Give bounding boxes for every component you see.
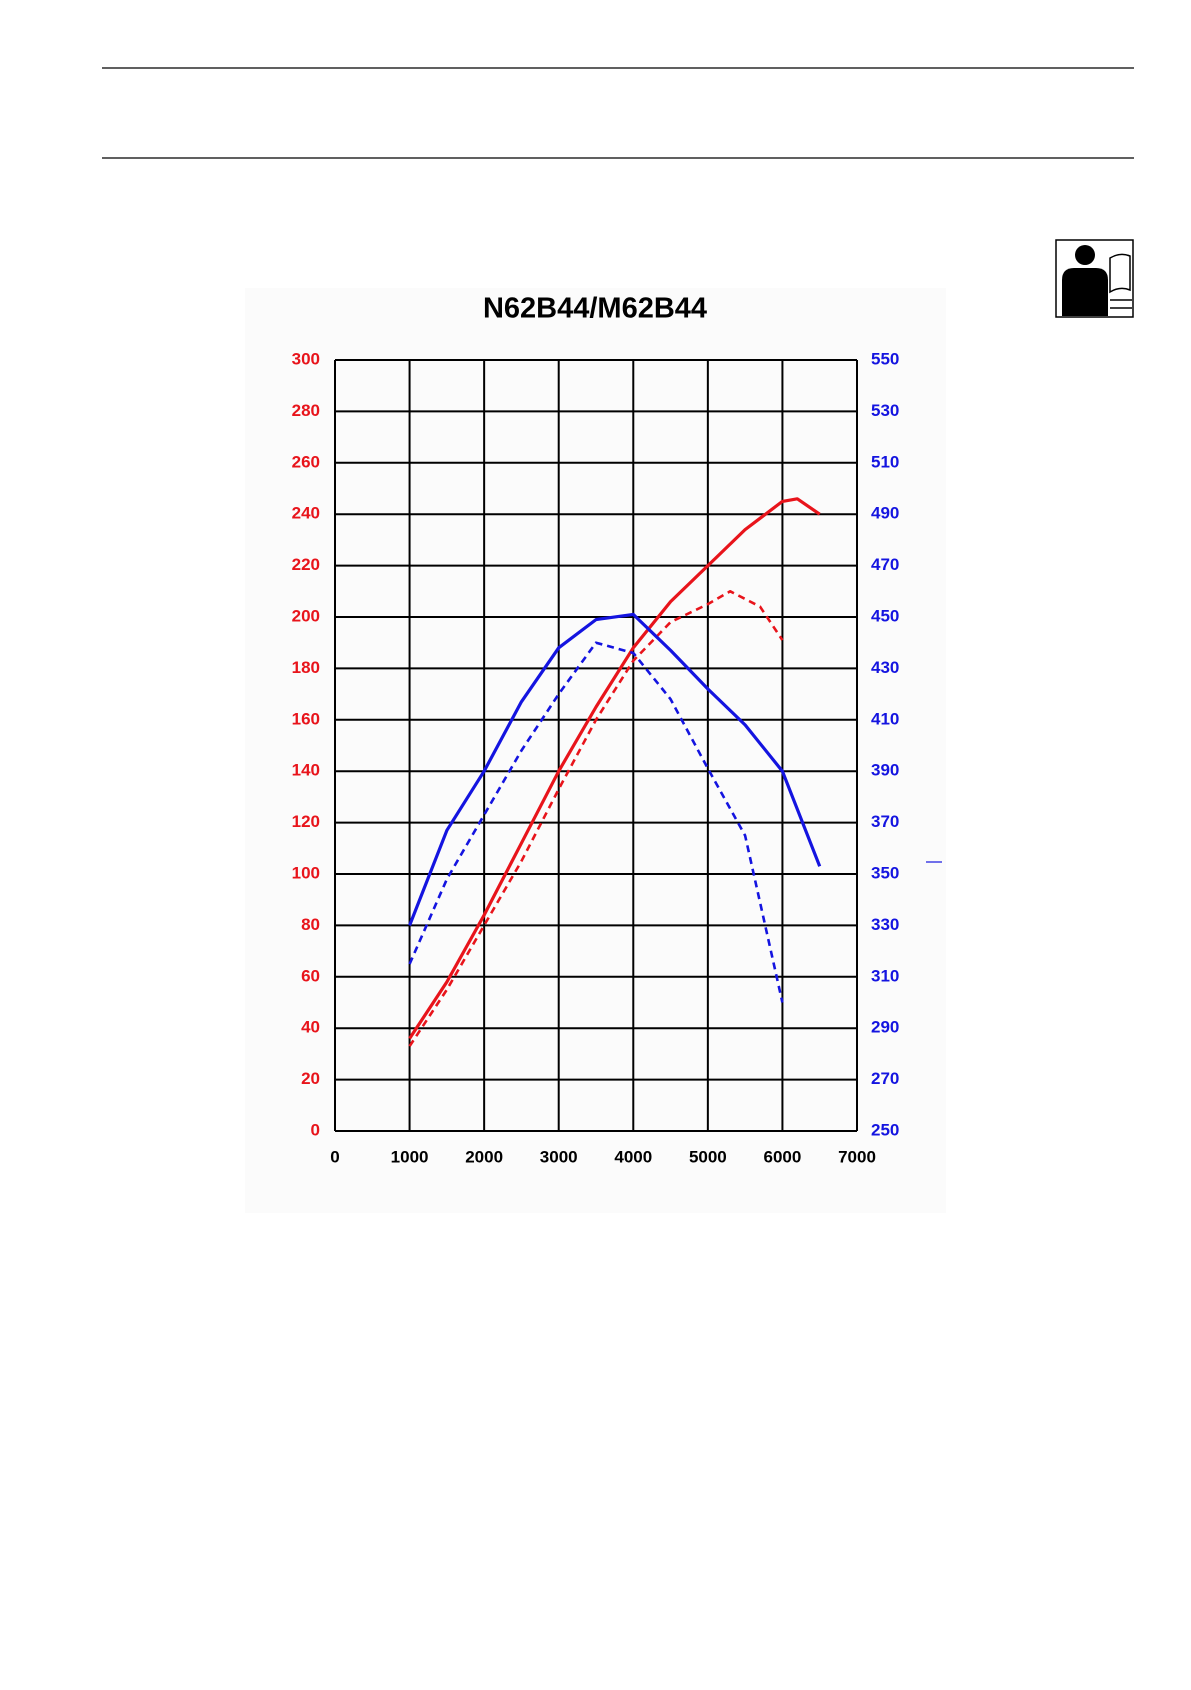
y-tick-label: 180 [292,658,320,677]
y-tick-label: 220 [292,555,320,574]
y2-tick-label: 430 [871,658,899,677]
plot: 0 20 40 60 80 100 120 140 160 180 200 220 240 260 280 3… [292,349,900,1166]
y-tick-label: 240 [292,504,320,523]
y-tick-label: 280 [292,401,320,420]
series-line [408,641,784,1003]
y2-tick-label: 470 [871,555,899,574]
y2-tick-label: 450 [871,606,899,625]
chart-background [245,288,946,1213]
x-tick-label: 4000 [614,1147,652,1166]
x-tick-label: 0 [330,1147,339,1166]
series-line [408,612,822,926]
y2-tick-label: 410 [871,709,899,728]
y-tick-label: 300 [292,349,320,368]
series-line [408,497,821,1040]
x-tick-label: 3000 [540,1147,578,1166]
y2-tick-label: 550 [871,349,899,368]
x-tick-label: 5000 [689,1147,727,1166]
y-tick-label: 160 [292,709,320,728]
y2-tick-label: 270 [871,1069,899,1088]
y2-tick-label: 530 [871,401,899,420]
series-line [408,590,784,1047]
y-tick-label: 20 [301,1069,320,1088]
chart-title: N62B44/M62B44 [483,293,707,325]
y-tick-label: 60 [301,966,320,985]
x-tick-label: 7000 [838,1147,876,1166]
y-tick-label: 100 [292,863,320,882]
y-tick-label: 80 [301,915,320,934]
reader-icon [1055,239,1134,318]
y-tick-label: 120 [292,812,320,831]
y2-tick-label: 350 [871,863,899,882]
y-tick-label: 40 [301,1018,320,1037]
x-tick-label: 6000 [764,1147,802,1166]
y2-tick-label: 390 [871,761,899,780]
y2-tick-label: 490 [871,504,899,523]
y2-tick-label: 250 [871,1120,899,1139]
x-tick-label: 1000 [391,1147,429,1166]
y-tick-label: 200 [292,606,320,625]
y-tick-label: 260 [292,452,320,471]
y2-tick-label: 310 [871,966,899,985]
y-tick-label: 140 [292,761,320,780]
y-tick-label: 0 [311,1120,320,1139]
y2-tick-label: 290 [871,1018,899,1037]
y2-tick-label: 330 [871,915,899,934]
y2-tick-label: 510 [871,452,899,471]
x-tick-label: 2000 [465,1147,503,1166]
y2-tick-label: 370 [871,812,899,831]
